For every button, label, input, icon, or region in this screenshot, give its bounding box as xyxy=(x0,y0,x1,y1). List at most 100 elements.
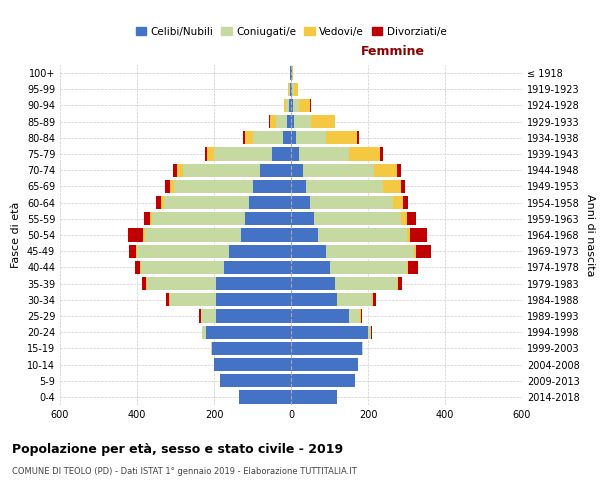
Bar xyxy=(307,180,383,193)
Bar xyxy=(291,310,349,322)
Bar xyxy=(173,180,253,193)
Bar xyxy=(416,244,431,258)
Bar xyxy=(283,131,291,144)
Bar xyxy=(291,164,302,177)
Bar xyxy=(253,180,291,193)
Bar xyxy=(401,180,406,193)
Bar xyxy=(269,115,270,128)
Legend: Celibi/Nubili, Coniugati/e, Vedovi/e, Divorziati/e: Celibi/Nubili, Coniugati/e, Vedovi/e, Di… xyxy=(131,22,451,41)
Bar xyxy=(216,277,291,290)
Bar xyxy=(374,164,397,177)
Bar xyxy=(129,244,136,258)
Bar xyxy=(362,342,363,355)
Bar xyxy=(292,82,294,96)
Bar xyxy=(291,196,310,209)
Bar xyxy=(408,260,418,274)
Bar xyxy=(289,99,291,112)
Bar xyxy=(326,244,414,258)
Bar xyxy=(291,260,329,274)
Bar xyxy=(337,293,372,306)
Bar xyxy=(243,131,245,144)
Bar xyxy=(290,82,291,96)
Bar xyxy=(205,148,207,160)
Bar xyxy=(329,260,407,274)
Bar xyxy=(291,66,292,80)
Bar xyxy=(164,196,248,209)
Bar xyxy=(291,212,314,226)
Bar xyxy=(288,82,289,96)
Bar xyxy=(170,180,173,193)
Bar xyxy=(291,390,337,404)
Bar xyxy=(136,260,140,274)
Bar xyxy=(202,326,206,339)
Bar xyxy=(291,180,307,193)
Bar xyxy=(291,115,294,128)
Text: COMUNE DI TEOLO (PD) - Dati ISTAT 1° gennaio 2019 - Elaborazione TUTTITALIA.IT: COMUNE DI TEOLO (PD) - Dati ISTAT 1° gen… xyxy=(12,468,357,476)
Bar xyxy=(173,164,178,177)
Bar xyxy=(245,131,253,144)
Bar xyxy=(275,115,287,128)
Bar xyxy=(407,260,408,274)
Bar xyxy=(311,115,335,128)
Bar xyxy=(291,358,358,371)
Bar xyxy=(224,260,291,274)
Bar xyxy=(286,99,289,112)
Bar xyxy=(143,228,145,241)
Bar xyxy=(291,277,335,290)
Bar xyxy=(170,293,216,306)
Bar xyxy=(414,244,416,258)
Bar xyxy=(260,164,291,177)
Bar xyxy=(287,115,291,128)
Bar xyxy=(141,260,224,274)
Bar xyxy=(291,244,326,258)
Bar xyxy=(270,115,275,128)
Bar xyxy=(152,212,245,226)
Bar xyxy=(290,66,291,80)
Y-axis label: Fasce di età: Fasce di età xyxy=(11,202,21,268)
Bar xyxy=(291,293,337,306)
Bar xyxy=(142,277,146,290)
Bar xyxy=(299,148,349,160)
Bar xyxy=(146,277,216,290)
Bar xyxy=(314,212,401,226)
Bar xyxy=(291,228,318,241)
Bar xyxy=(216,310,291,322)
Bar xyxy=(302,164,374,177)
Bar xyxy=(137,244,229,258)
Bar xyxy=(220,374,291,388)
Bar xyxy=(293,99,299,112)
Bar xyxy=(216,293,291,306)
Bar xyxy=(403,196,409,209)
Bar xyxy=(166,293,169,306)
Bar xyxy=(371,326,372,339)
Bar xyxy=(206,326,291,339)
Bar xyxy=(183,164,260,177)
Bar xyxy=(398,277,402,290)
Bar xyxy=(291,99,293,112)
Bar xyxy=(368,326,371,339)
Bar xyxy=(136,244,137,258)
Bar xyxy=(326,131,357,144)
Bar xyxy=(357,131,359,144)
Bar xyxy=(397,277,398,290)
Bar xyxy=(410,228,427,241)
Bar xyxy=(310,196,393,209)
Bar xyxy=(156,196,161,209)
Bar xyxy=(349,148,380,160)
Bar xyxy=(291,131,296,144)
Bar xyxy=(211,342,212,355)
Bar xyxy=(291,326,368,339)
Bar xyxy=(335,277,397,290)
Bar xyxy=(165,180,170,193)
Bar xyxy=(291,82,292,96)
Bar xyxy=(299,99,310,112)
Bar xyxy=(241,228,291,241)
Bar xyxy=(296,131,326,144)
Bar xyxy=(248,196,291,209)
Bar xyxy=(291,148,299,160)
Text: Popolazione per età, sesso e stato civile - 2019: Popolazione per età, sesso e stato civil… xyxy=(12,442,343,456)
Bar xyxy=(289,82,290,96)
Text: Femmine: Femmine xyxy=(361,45,425,58)
Bar xyxy=(407,212,416,226)
Bar xyxy=(372,293,373,306)
